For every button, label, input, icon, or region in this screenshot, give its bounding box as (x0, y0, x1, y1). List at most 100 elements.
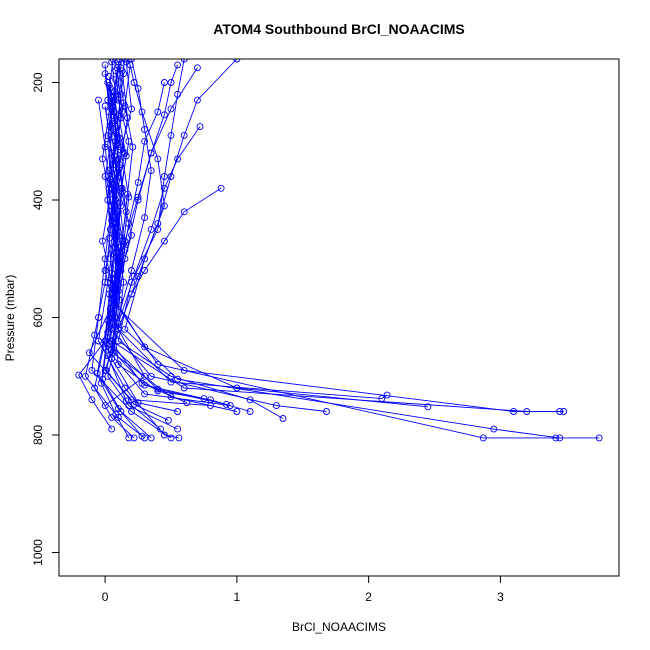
data-point (523, 408, 531, 415)
data-point (510, 408, 518, 415)
plot-frame (58, 58, 620, 577)
chart-title: ATOM4 Southbound BrCl_NOAACIMS (213, 21, 464, 37)
x-tick-label: 0 (102, 590, 109, 604)
data-point (101, 61, 109, 69)
data-point (112, 322, 120, 330)
data-point (222, 400, 230, 408)
profile-series (108, 59, 568, 415)
data-point (128, 408, 135, 415)
y-tick-label: 800 (31, 425, 45, 445)
data-point (117, 202, 125, 210)
data-point (141, 214, 149, 222)
data-point (125, 434, 133, 442)
data-point (160, 202, 168, 210)
data-point (95, 337, 102, 345)
data-point (160, 184, 168, 192)
data-point (141, 372, 149, 380)
data-point (110, 187, 118, 195)
data-point (556, 434, 564, 442)
data-point (154, 220, 162, 227)
data-point (116, 161, 124, 169)
data-point (116, 134, 124, 142)
profile-series (91, 102, 138, 442)
series-line (117, 59, 284, 419)
series-line (111, 73, 178, 412)
profile-series (114, 59, 287, 422)
data-point (130, 272, 138, 280)
data-point (88, 396, 96, 404)
data-point (595, 434, 603, 442)
data-point (81, 372, 89, 380)
data-point (129, 143, 137, 151)
data-point (180, 208, 188, 216)
data-point (114, 405, 122, 413)
data-point (99, 237, 106, 245)
series-line (78, 100, 114, 430)
data-point (141, 343, 149, 351)
data-point (112, 410, 120, 418)
data-point (113, 64, 121, 72)
data-point (138, 108, 146, 116)
x-axis: 0 1 2 3 (102, 575, 504, 604)
data-point (160, 431, 168, 439)
data-point (167, 131, 175, 139)
data-point (272, 402, 280, 410)
series-line (109, 79, 251, 412)
data-point (121, 325, 129, 333)
data-point (134, 84, 142, 92)
data-point (193, 96, 201, 104)
profile-series (106, 67, 564, 415)
data-point (174, 425, 182, 433)
series-layer (75, 59, 603, 442)
data-point (114, 255, 122, 263)
data-point (154, 155, 162, 163)
data-point (226, 402, 234, 410)
y-tick-label: 600 (31, 307, 45, 327)
data-point (109, 302, 117, 310)
series-line (111, 64, 428, 408)
data-point (167, 434, 175, 442)
data-point (147, 167, 155, 175)
data-point (75, 371, 83, 379)
data-point (114, 228, 122, 236)
data-point (560, 408, 568, 415)
x-tick-label: 3 (497, 590, 504, 604)
y-tick-label: 400 (31, 190, 45, 210)
data-point (217, 184, 225, 192)
data-point (138, 379, 146, 387)
data-point (246, 396, 254, 404)
data-point (106, 123, 114, 131)
profile-series (108, 64, 603, 442)
series-line (109, 70, 560, 412)
data-point (104, 328, 112, 336)
data-point (154, 385, 162, 393)
profile-series (102, 87, 172, 424)
profile-series (114, 123, 204, 327)
data-point (101, 402, 109, 410)
series-line (117, 59, 238, 330)
x-axis-label: BrCl_NOAACIMS (292, 620, 386, 634)
data-point (183, 399, 191, 407)
data-point (108, 93, 116, 101)
data-point (109, 281, 117, 289)
series-line (105, 91, 169, 421)
series-line (107, 94, 178, 430)
data-point (130, 434, 138, 442)
data-point (101, 255, 109, 263)
data-point (85, 349, 93, 357)
data-point (124, 114, 131, 122)
y-tick-label: 1000 (31, 539, 45, 566)
data-point (121, 59, 129, 63)
data-point (130, 79, 138, 86)
data-point (102, 366, 110, 374)
data-point (233, 408, 241, 415)
data-point (175, 434, 183, 442)
x-tick-label: 2 (365, 590, 372, 604)
data-point (104, 316, 112, 324)
data-point (160, 237, 168, 245)
data-point (141, 137, 149, 145)
data-point (167, 79, 175, 86)
data-point (114, 361, 122, 368)
profile-series (97, 93, 133, 442)
data-point (101, 102, 109, 110)
